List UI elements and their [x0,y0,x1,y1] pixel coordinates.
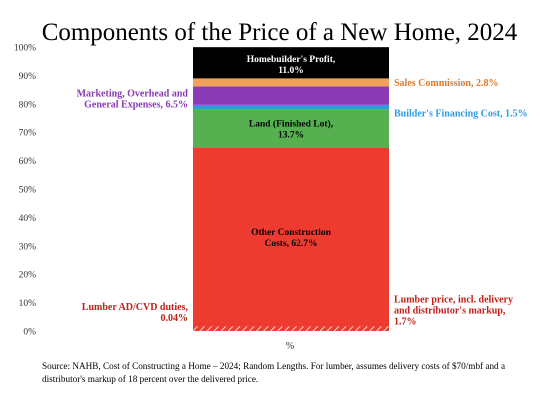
y-tick-label: 20% [19,271,37,281]
bar-segment-profit [193,47,389,79]
y-tick-label: 10% [19,299,37,309]
segment-label-sales: Sales Commission, 2.8% [394,78,498,89]
segment-label-other-construction: Other Construction [251,228,331,238]
segment-label-lumber-price: Lumber price, incl. delivery [394,295,513,306]
segment-label-lumber-adcvd: 0.04% [161,313,189,324]
bar-segment-lumber-price [193,326,389,331]
x-axis-label: % [286,341,294,352]
bar-segment-marketing [193,86,389,105]
bar-segment-sales [193,78,389,87]
segment-label-financing: Builder's Financing Cost, 1.5% [394,108,528,119]
y-axis: 0% 10% 20% 30% 40% 50% 60% 70% 80% 90% 100% [14,44,36,338]
bar-segments [193,47,389,331]
segment-label-lumber-adcvd: Lumber AD/CVD duties, [82,302,189,313]
segment-label-profit: 11.0% [278,66,304,76]
segment-label-profit: Homebuilder's Profit, [247,55,336,65]
segment-label-marketing: Marketing, Overhead and [77,89,189,100]
segment-label-land: Land (Finished Lot), [249,119,334,130]
y-tick-label: 70% [19,129,37,139]
segment-label-marketing: General Expenses, 6.5% [84,100,188,111]
y-tick-label: 40% [19,214,37,224]
y-tick-label: 50% [19,186,37,196]
y-tick-label: 30% [19,242,37,252]
y-tick-label: 100% [14,44,36,54]
segment-label-other-construction: Costs, 62.7% [264,239,317,249]
segment-label-lumber-price: and distributor's markup, [394,306,506,317]
bar-segment-land [193,109,389,148]
source-note: Source: NAHB, Cost of Constructing a Hom… [42,361,506,384]
segment-label-lumber-price: 1.7% [394,317,417,328]
y-tick-label: 60% [19,157,37,167]
y-tick-label: 0% [23,328,36,338]
bar-segment-other-construction [193,147,389,327]
segment-labels: Homebuilder's Profit,11.0% Land (Finished… [77,55,528,328]
segment-label-land: 13.7% [278,131,304,141]
chart-title: Components of the Price of a New Home, 2… [42,19,518,46]
y-tick-label: 80% [19,100,37,110]
y-tick-label: 90% [19,72,37,82]
bar-segment-financing [193,104,389,110]
